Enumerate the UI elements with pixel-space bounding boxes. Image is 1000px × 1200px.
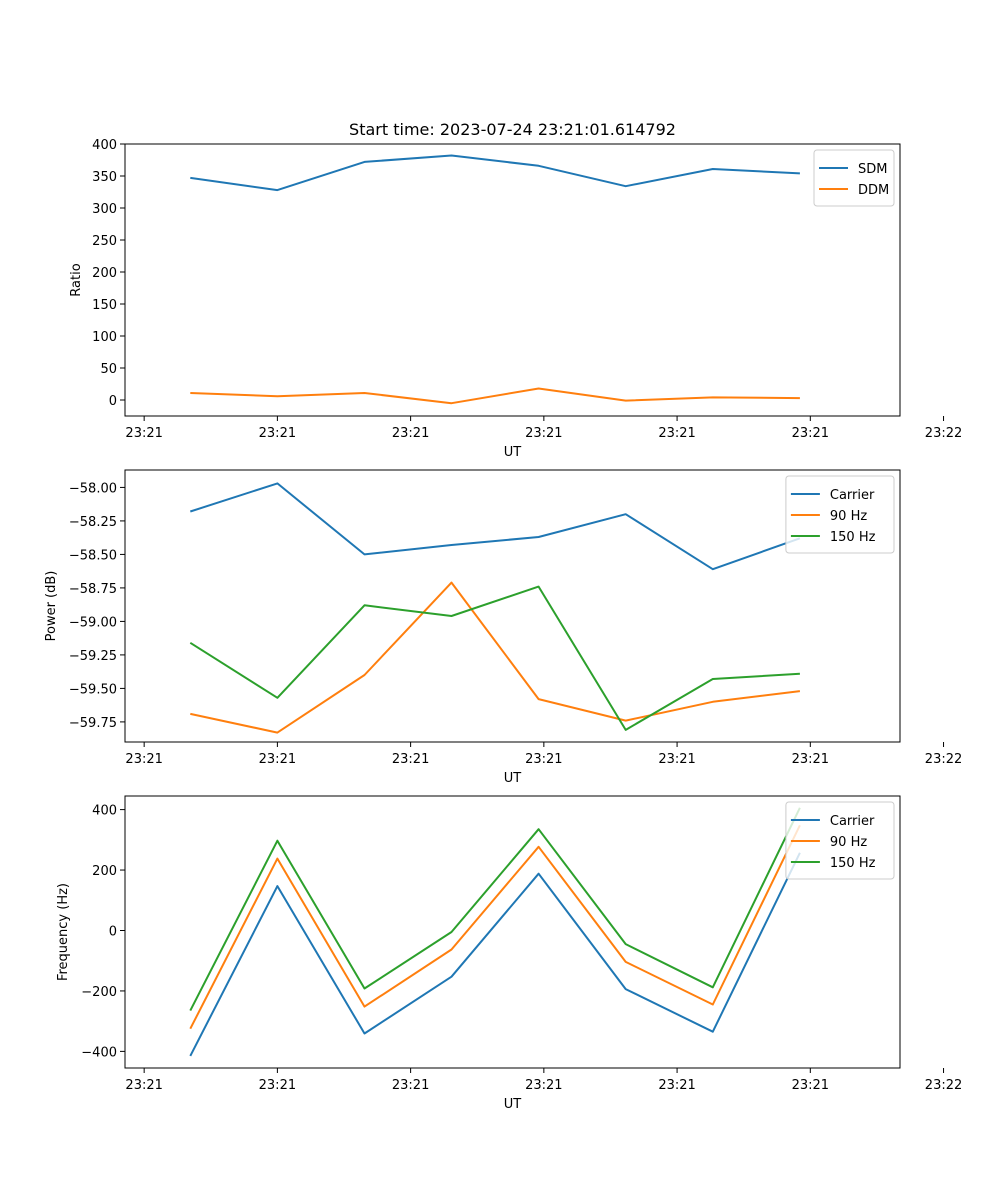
legend-box: [813, 149, 895, 207]
x-tick-label: 23:21: [392, 426, 429, 441]
legend-label: DDM: [858, 183, 889, 198]
y-tick-label: 400: [92, 138, 117, 153]
chart-panel-2: 23:21 23:21 23:21 23:21 23:21 23:21 23:22 −58.0…: [44, 469, 962, 786]
legend-label: 150 Hz: [830, 530, 876, 545]
x-tick-label: 23:21: [259, 426, 296, 441]
x-tick-label: 23:21: [125, 426, 162, 441]
x-tick-label: 23:21: [125, 1078, 162, 1093]
legend-label: SDM: [858, 162, 887, 177]
legend-label: 150 Hz: [830, 856, 876, 871]
x-tick-label: 23:21: [125, 752, 162, 767]
x-tick-label: 23:22: [925, 1078, 962, 1093]
legend-label: 90 Hz: [830, 509, 867, 524]
x-tick-label: 23:21: [525, 1078, 562, 1093]
x-tick-label: 23:22: [925, 426, 962, 441]
y-tick-label: −400: [81, 1045, 117, 1060]
x-axis-label: UT: [504, 445, 522, 460]
axes-frame: [124, 469, 901, 743]
y-tick-label: 350: [92, 170, 117, 185]
legend: Carrier 90 Hz 150 Hz: [785, 475, 895, 554]
chart-panel-1: Start time: 2023-07-24 23:21:01.614792 23…: [69, 120, 962, 460]
y-axis-label: Frequency (Hz): [56, 883, 71, 981]
x-tick-label: 23:21: [658, 426, 695, 441]
series-line-ddm: [190, 387, 800, 405]
y-tick-label: 200: [92, 864, 117, 879]
axes-frame: [124, 795, 901, 1069]
x-tick-label: 23:21: [525, 752, 562, 767]
legend-label: Carrier: [830, 814, 875, 829]
y-tick-label: −59.25: [69, 649, 117, 664]
y-tick-label: 200: [92, 266, 117, 281]
legend-label: Carrier: [830, 488, 875, 503]
x-tick-label: 23:21: [658, 752, 695, 767]
y-tick-label: −59.75: [69, 716, 117, 731]
series-line-90-hz: [189, 824, 801, 1030]
y-tick-label: −59.50: [69, 682, 117, 697]
series-line-carrier: [189, 852, 801, 1057]
y-tick-label: 0: [109, 924, 117, 939]
y-tick-label: 150: [92, 298, 117, 313]
x-tick-label: 23:22: [925, 752, 962, 767]
series-line-sdm: [190, 154, 800, 192]
y-tick-label: −59.00: [69, 615, 117, 630]
y-tick-label: −58.75: [69, 582, 117, 597]
y-tick-label: −58.50: [69, 548, 117, 563]
legend-box: [785, 475, 895, 554]
chart-title: Start time: 2023-07-24 23:21:01.614792: [349, 120, 676, 139]
series-line-carrier: [189, 482, 801, 571]
y-tick-label: 100: [92, 330, 117, 345]
series-line-150-hz: [189, 807, 801, 1012]
x-axis-label: UT: [504, 771, 522, 786]
legend-label: 90 Hz: [830, 835, 867, 850]
x-tick-label: 23:21: [259, 1078, 296, 1093]
y-axis-label: Ratio: [69, 263, 84, 296]
x-tick-label: 23:21: [392, 1078, 429, 1093]
legend: SDM DDM: [813, 149, 895, 207]
y-tick-label: −200: [81, 985, 117, 1000]
chart-panel-3: 23:21 23:21 23:21 23:21 23:21 23:21 23:22 −400 −…: [56, 795, 962, 1112]
y-tick-label: −58.25: [69, 515, 117, 530]
x-tick-label: 23:21: [525, 426, 562, 441]
y-tick-label: 0: [109, 394, 117, 409]
y-tick-label: 250: [92, 234, 117, 249]
legend: Carrier 90 Hz 150 Hz: [785, 801, 895, 880]
x-tick-label: 23:21: [259, 752, 296, 767]
series-line-150-hz: [189, 585, 800, 731]
x-axis-label: UT: [504, 1097, 522, 1112]
y-axis-label: Power (dB): [44, 571, 59, 642]
series-line-90-hz: [190, 581, 801, 734]
x-tick-label: 23:21: [392, 752, 429, 767]
x-tick-label: 23:21: [658, 1078, 695, 1093]
x-tick-label: 23:21: [792, 426, 829, 441]
axes-frame: [124, 143, 901, 417]
legend-box: [785, 801, 895, 880]
x-tick-label: 23:21: [792, 1078, 829, 1093]
y-tick-label: −58.00: [69, 481, 117, 496]
y-tick-label: 50: [100, 362, 117, 377]
x-tick-label: 23:21: [792, 752, 829, 767]
y-tick-label: 400: [92, 804, 117, 819]
y-tick-label: 300: [92, 202, 117, 217]
